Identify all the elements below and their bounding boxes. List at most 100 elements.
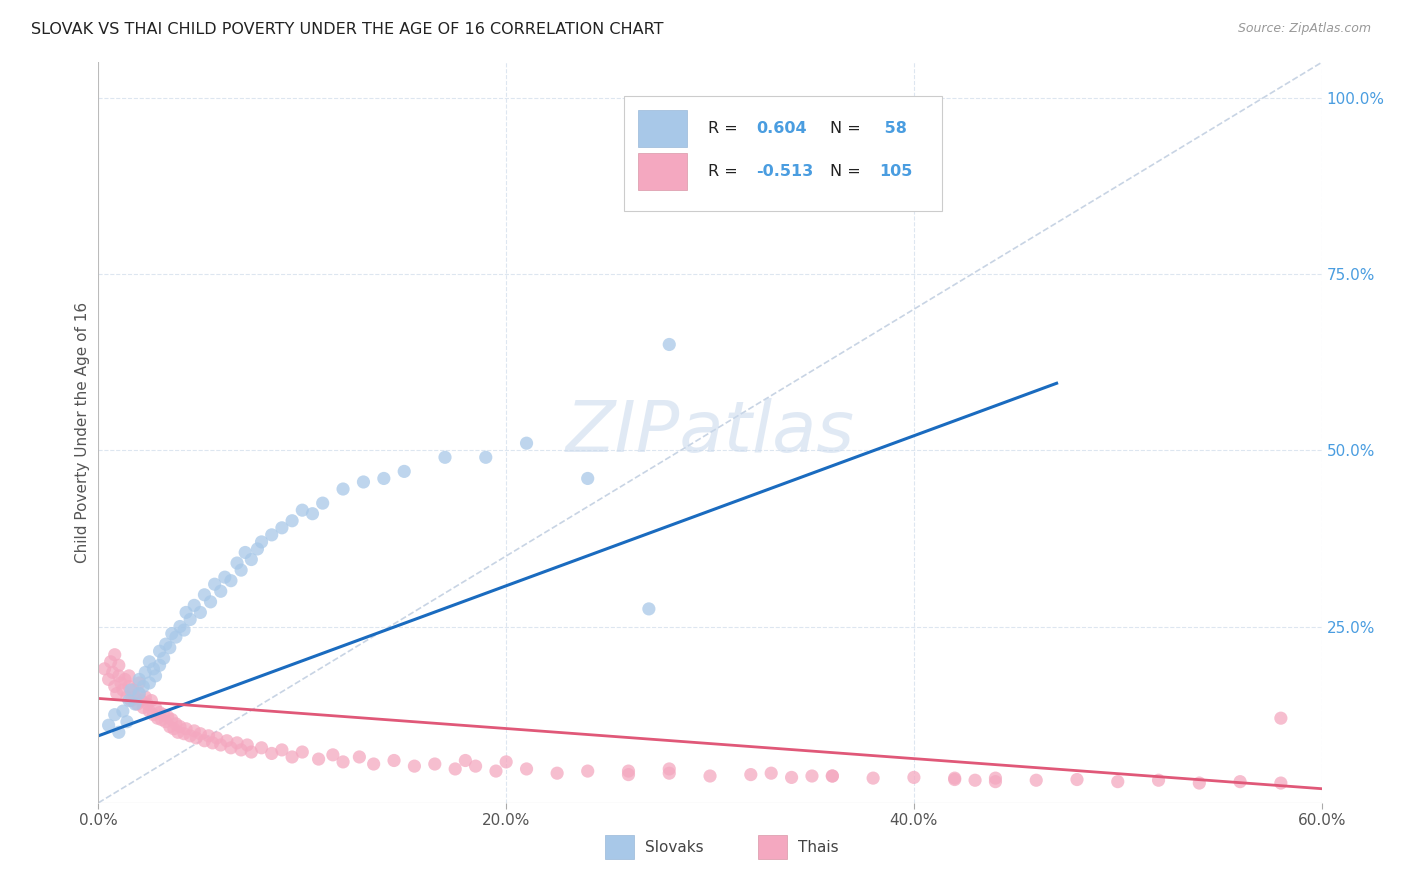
Point [270,743,294,757]
Point [134,690,156,704]
Point [141,693,163,707]
Point [801,769,824,783]
Point [159,640,181,655]
Point [270,521,294,535]
Text: -0.513: -0.513 [756,164,814,178]
Point [984,771,1007,785]
Point [124,697,146,711]
Point [214,570,236,584]
Point [183,723,205,738]
Point [156,710,179,724]
Point [862,771,884,785]
Point [392,464,416,478]
Point [699,769,721,783]
Point [120,693,142,707]
Point [233,545,256,559]
Point [132,680,155,694]
Point [165,630,187,644]
Text: Thais: Thais [799,839,839,855]
Point [281,750,304,764]
Point [115,690,138,704]
Point [108,669,131,683]
Point [104,707,127,722]
Point [142,707,165,722]
Point [1270,711,1292,725]
Point [903,771,925,785]
Point [193,588,215,602]
Point [201,736,224,750]
Point [114,673,136,687]
Point [115,714,138,729]
Point [204,577,226,591]
Point [209,584,232,599]
Point [128,673,150,687]
Point [434,450,457,465]
Point [132,700,155,714]
Point [128,676,150,690]
Point [174,606,197,620]
Point [474,450,498,465]
Point [658,762,681,776]
Point [240,745,263,759]
Point [145,669,167,683]
Point [146,711,169,725]
Text: N =: N = [830,164,866,178]
Point [179,612,201,626]
Point [169,720,191,734]
Point [780,771,803,785]
Text: ZIPatlas: ZIPatlas [565,398,855,467]
Point [188,606,212,620]
Point [160,626,183,640]
FancyBboxPatch shape [758,836,787,859]
Point [159,720,181,734]
Point [183,599,205,613]
Text: R =: R = [707,120,742,136]
Point [128,686,150,700]
Point [145,700,167,714]
Point [167,725,190,739]
Point [821,769,844,783]
Point [138,676,160,690]
Point [260,528,283,542]
Point [193,733,215,747]
Point [1270,776,1292,790]
Point [120,683,142,698]
Point [104,680,127,694]
Point [349,750,371,764]
Point [423,757,446,772]
Point [165,716,187,731]
Point [965,773,987,788]
Point [205,731,228,745]
Point [118,680,141,694]
Point [1147,773,1170,788]
Point [495,755,517,769]
Point [173,623,195,637]
Point [142,662,165,676]
Point [291,745,314,759]
Point [134,665,156,680]
FancyBboxPatch shape [638,153,686,190]
Point [200,595,222,609]
Point [100,655,122,669]
Point [404,759,426,773]
Point [444,762,467,776]
Point [617,764,640,778]
Point [163,722,186,736]
Text: 58: 58 [879,120,907,136]
Text: R =: R = [707,164,742,178]
Point [943,771,966,785]
Point [943,772,966,787]
Point [174,722,197,736]
Point [281,514,304,528]
Point [1066,772,1088,787]
Point [108,725,131,739]
Point [231,563,253,577]
Text: Source: ZipAtlas.com: Source: ZipAtlas.com [1237,22,1371,36]
Point [197,729,219,743]
Point [231,743,253,757]
Text: 105: 105 [879,164,912,178]
Point [101,665,124,680]
Point [108,658,131,673]
Point [740,767,762,781]
Point [984,774,1007,789]
